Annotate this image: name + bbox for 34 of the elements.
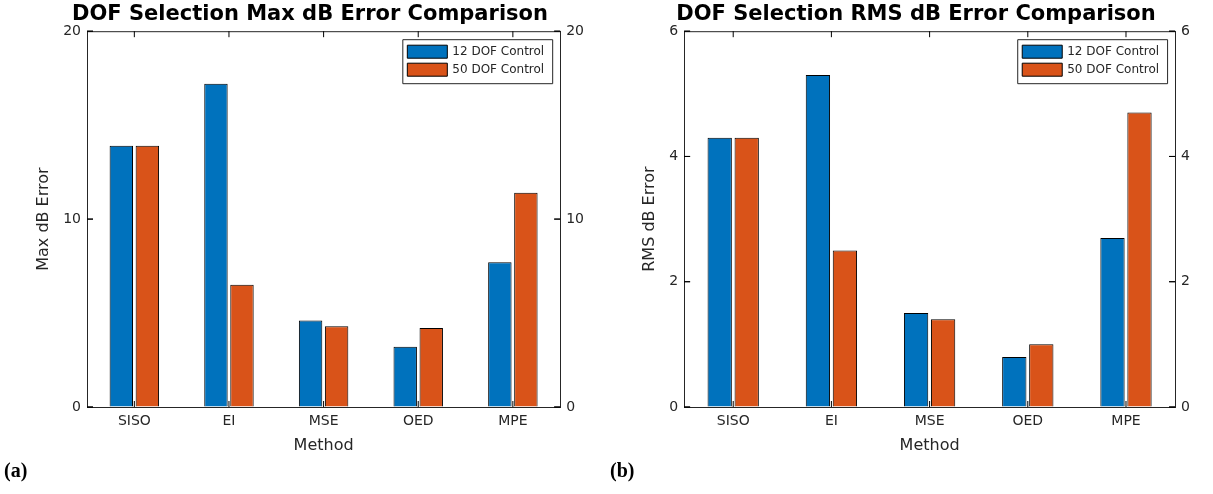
x-tick-label: OED [402,412,434,429]
legend-label: 50 DOF Control [1067,62,1160,77]
x-tick-label: EI [222,412,236,429]
legend-label: 12 DOF Control [452,44,545,59]
x-tick-label: MPE [1111,412,1141,429]
x-tick-label: SISO [117,412,151,429]
y-tick-label: 4 [669,147,679,164]
y-axis-title: RMS dB Error [638,165,658,272]
y2-tick-label: 20 [566,21,585,38]
y-tick-label: 0 [669,397,679,414]
y-axis-title: Max dB Error [32,166,52,271]
y-tick-label: 2 [669,272,679,289]
x-axis-title: Method [293,434,354,454]
legend-label: 50 DOF Control [452,62,545,77]
x-axis-title: Method [899,434,960,454]
x-tick-label: EI [824,412,838,429]
y2-tick-label: 6 [1181,21,1191,38]
y2-tick-label: 2 [1181,272,1191,289]
y2-tick-label: 4 [1181,147,1191,164]
y2-tick-label: 0 [566,397,576,414]
x-tick-label: SISO [716,412,750,429]
text: (b) [610,459,636,482]
x-tick-label: MPE [498,412,528,429]
y-tick-label: 0 [72,397,82,414]
y2-tick-label: 0 [1181,397,1191,414]
y2-tick-label: 10 [566,209,585,226]
legend-label: 12 DOF Control [1067,44,1160,59]
x-tick-label: OED [1012,412,1044,429]
chart-title: DOF Selection RMS dB Error Comparison [676,1,1156,26]
y-tick-label: 6 [669,21,679,38]
x-tick-label: MSE [914,412,945,429]
x-tick-label: MSE [308,412,339,429]
y-tick-label: 10 [63,209,82,226]
text: (a) [4,459,29,482]
